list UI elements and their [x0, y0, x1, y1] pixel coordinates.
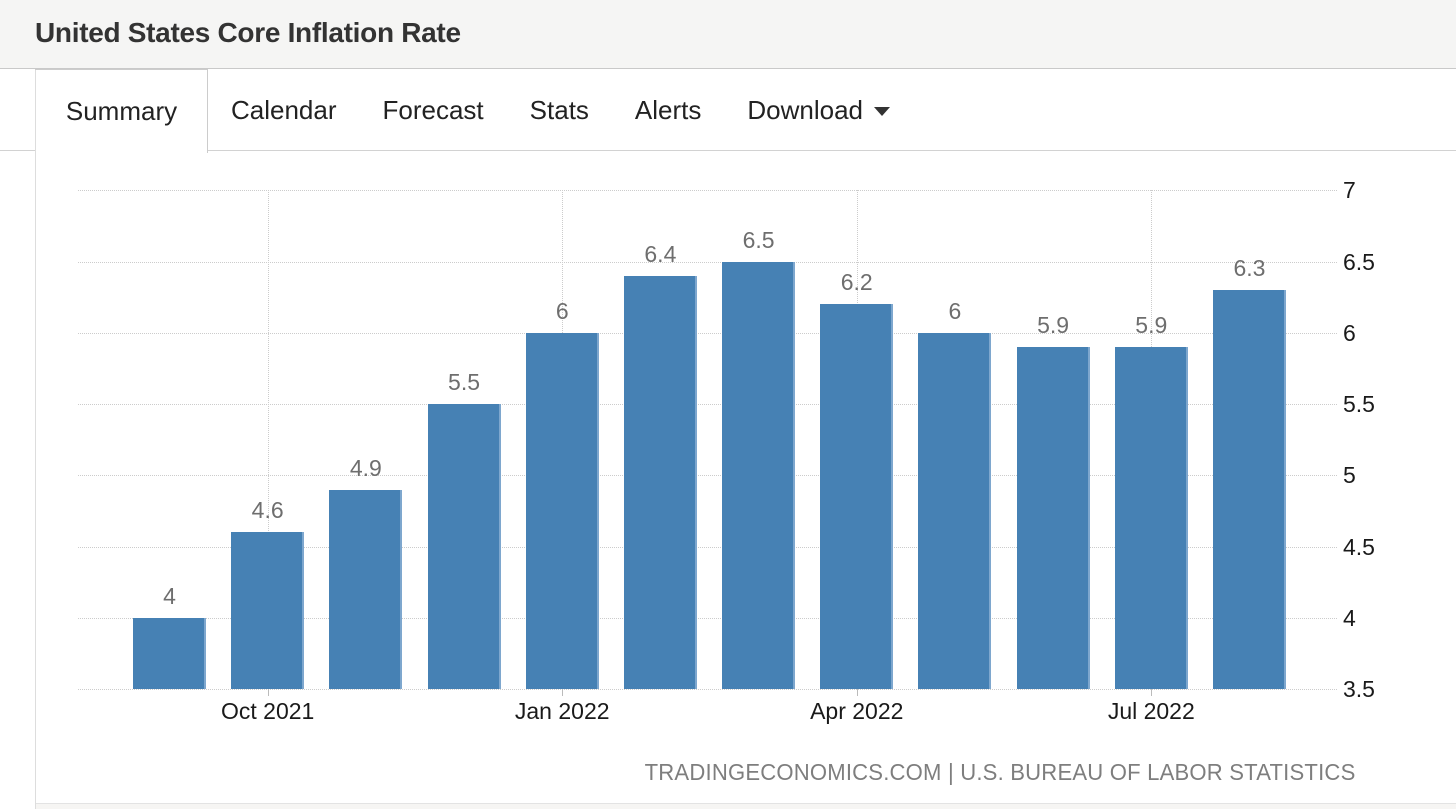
- y-axis-tick-label: 5: [1343, 462, 1356, 489]
- y-axis-tick-label: 6: [1343, 319, 1356, 346]
- bar[interactable]: [623, 275, 697, 689]
- page-title: United States Core Inflation Rate: [35, 17, 461, 48]
- page-header: United States Core Inflation Rate: [0, 0, 1456, 69]
- bar[interactable]: [231, 532, 305, 689]
- x-axis-tick-label: Jul 2022: [1107, 698, 1195, 724]
- tab-calendar[interactable]: Calendar: [208, 95, 360, 126]
- bar[interactable]: [1114, 347, 1188, 689]
- y-axis-tick-label: 4.5: [1343, 533, 1375, 560]
- next-section-edge: [36, 803, 1456, 809]
- bar[interactable]: [820, 304, 894, 689]
- y-axis-tick-label: 4: [1343, 604, 1356, 631]
- h-gridline: [78, 404, 1337, 405]
- bar[interactable]: [722, 261, 796, 689]
- bar[interactable]: [427, 404, 501, 689]
- tab-strip: Summary Calendar Forecast Stats Alerts D…: [0, 69, 1456, 153]
- bar-value-label: 6.3: [1233, 255, 1266, 281]
- y-axis-tick-label: 6.5: [1343, 248, 1375, 275]
- x-axis-tick-label: Apr 2022: [810, 698, 904, 724]
- h-gridline: [78, 261, 1337, 263]
- bar-value-label: 4.9: [349, 454, 382, 481]
- x-axis-tick-label: Oct 2021: [221, 698, 315, 724]
- tab-summary-label: Summary: [65, 96, 178, 126]
- x-axis-tick: [562, 689, 564, 696]
- h-gridline: [78, 617, 1337, 619]
- x-axis-tick-label: Jan 2022: [514, 698, 610, 724]
- bar-value-label: 6: [555, 297, 569, 324]
- bar[interactable]: [525, 332, 599, 689]
- tab-stats[interactable]: Stats: [507, 95, 612, 126]
- bar[interactable]: [329, 489, 403, 689]
- h-gridline: [78, 546, 1337, 548]
- bar[interactable]: [133, 617, 206, 689]
- bar[interactable]: [1212, 290, 1286, 689]
- x-axis-tick: [1151, 689, 1153, 696]
- bar[interactable]: [1016, 347, 1090, 689]
- x-axis-tick: [267, 689, 269, 696]
- tab-alerts[interactable]: Alerts: [612, 95, 724, 126]
- tab-download-label: Download: [747, 94, 864, 125]
- tab-forecast-label: Forecast: [382, 94, 484, 125]
- panel-left-border: [35, 70, 36, 809]
- tab-forecast[interactable]: Forecast: [360, 95, 507, 126]
- bar-value-label: 5.5: [448, 369, 481, 395]
- tab-stats-label: Stats: [529, 94, 589, 125]
- bar[interactable]: [918, 332, 992, 689]
- h-gridline: [78, 689, 1337, 690]
- bar-value-label: 6.5: [742, 226, 775, 253]
- h-gridline: [78, 332, 1337, 334]
- bar-value-label: 6.4: [644, 240, 677, 267]
- tab-summary[interactable]: Summary: [35, 69, 208, 153]
- tab-calendar-label: Calendar: [231, 94, 337, 125]
- bar-value-label: 4.6: [251, 497, 284, 524]
- caret-down-icon: [874, 107, 891, 116]
- h-gridline: [78, 190, 1337, 192]
- bar-value-label: 6.2: [840, 269, 873, 296]
- bar-value-label: 6: [948, 297, 962, 324]
- tab-download[interactable]: Download: [724, 95, 913, 126]
- y-axis-tick-label: 7: [1343, 177, 1356, 204]
- v-gridline: [267, 190, 269, 689]
- y-axis-tick-label: 5.5: [1343, 391, 1375, 417]
- chart-attribution: TRADINGECONOMICS.COM | U.S. BUREAU OF LA…: [644, 759, 1355, 785]
- x-axis-tick: [856, 689, 858, 696]
- h-gridline: [78, 475, 1337, 477]
- tab-alerts-label: Alerts: [634, 94, 702, 125]
- bar-value-label: 5.9: [1135, 312, 1168, 338]
- bar-value-label: 5.9: [1037, 312, 1070, 338]
- tab-group: Calendar Forecast Stats Alerts Download: [208, 70, 913, 150]
- bar-value-label: 4: [163, 582, 176, 609]
- y-axis-tick-label: 3.5: [1343, 676, 1375, 702]
